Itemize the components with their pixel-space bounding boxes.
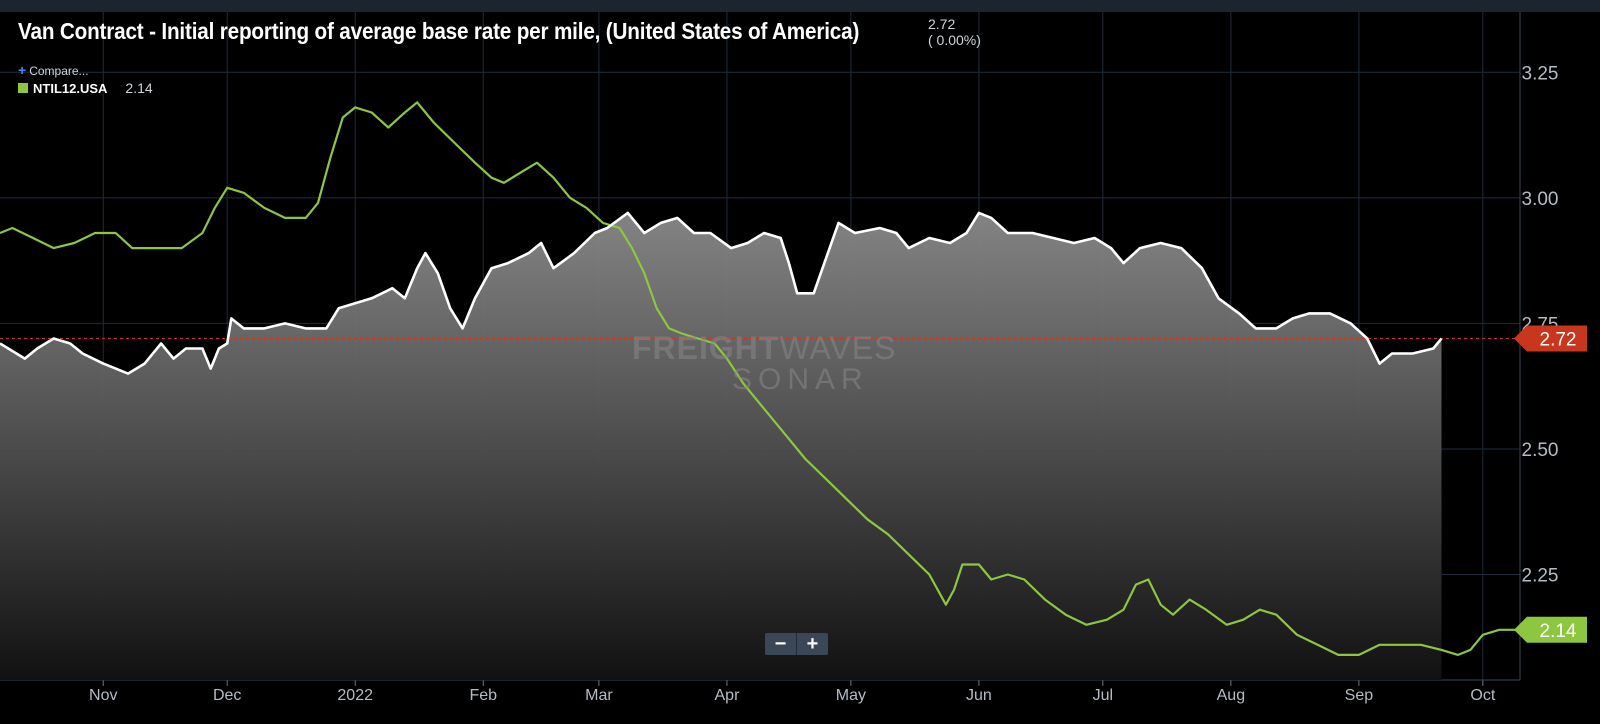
legend-series-value: 2.14 — [125, 80, 153, 96]
legend-swatch — [18, 83, 28, 93]
x-tick-label: Nov — [89, 687, 117, 704]
watermark-sub: SONAR — [732, 363, 869, 396]
main-last-value-badge-bg — [1514, 325, 1587, 352]
current-value: 2.72 — [928, 16, 956, 32]
x-tick-label: Oct — [1470, 687, 1495, 704]
x-tick-label: Jul — [1093, 687, 1113, 704]
top-strip — [0, 0, 1600, 12]
x-tick-label: Mar — [585, 687, 613, 704]
watermark-bold: FREIGHT — [632, 330, 780, 366]
x-tick-label: Sep — [1345, 687, 1374, 704]
zoom-in-button[interactable]: + — [806, 632, 819, 655]
main-last-value-badge-text: 2.72 — [1540, 329, 1577, 350]
legend-series-label: NTIL12.USA — [33, 80, 108, 96]
compare-last-value-badge-bg — [1514, 616, 1587, 643]
watermark-logo: FREIGHTWAVES SONAR — [632, 332, 896, 396]
main-area-fill — [0, 212, 1442, 680]
change-percent: ( 0.00%) — [928, 32, 981, 48]
x-tick-label: Feb — [469, 687, 497, 704]
y-tick-label: 3.25 — [1522, 63, 1559, 84]
compare-button[interactable]: + Compare... — [18, 62, 89, 78]
plus-icon: + — [18, 62, 27, 78]
y-tick-label: 2.25 — [1522, 566, 1559, 587]
x-tick-label: Aug — [1217, 687, 1245, 704]
watermark-light: WAVES — [779, 330, 897, 366]
chart-title: Van Contract - Initial reporting of aver… — [18, 18, 860, 44]
x-tick-label: 2022 — [337, 687, 373, 704]
main-series-line — [0, 211, 1443, 375]
compare-last-value-badge-text: 2.14 — [1540, 621, 1577, 642]
zoom-out-button[interactable]: − — [765, 633, 797, 655]
x-tick-label: Dec — [213, 687, 241, 704]
compare-series-line — [0, 101, 1520, 656]
compare-label: Compare... — [29, 64, 89, 78]
x-tick-label: Apr — [715, 687, 741, 704]
legend-item[interactable]: NTIL12.USA 2.14 — [18, 80, 153, 96]
title-value-box: 2.72 ( 0.00%) — [928, 16, 981, 48]
y-tick-label: 3.00 — [1522, 189, 1559, 210]
zoom-controls: − + — [765, 633, 828, 655]
x-tick-label: May — [836, 687, 866, 704]
x-tick-label: Jun — [966, 687, 992, 704]
y-tick-label: 2.50 — [1522, 440, 1559, 461]
